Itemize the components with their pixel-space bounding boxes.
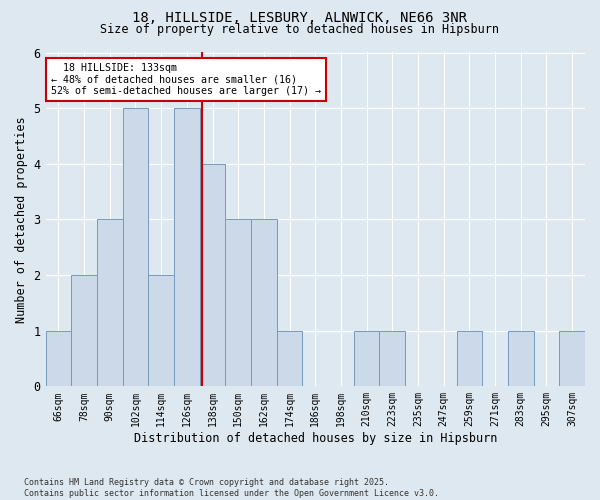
Bar [46, 330, 71, 386]
Bar [226, 220, 251, 386]
Text: Contains HM Land Registry data © Crown copyright and database right 2025.
Contai: Contains HM Land Registry data © Crown c… [24, 478, 439, 498]
Bar [122, 108, 148, 386]
Bar [277, 330, 302, 386]
Bar [71, 275, 97, 386]
Bar [559, 330, 585, 386]
Text: 18 HILLSIDE: 133sqm  
← 48% of detached houses are smaller (16)
52% of semi-deta: 18 HILLSIDE: 133sqm ← 48% of detached ho… [51, 62, 321, 96]
Text: 18, HILLSIDE, LESBURY, ALNWICK, NE66 3NR: 18, HILLSIDE, LESBURY, ALNWICK, NE66 3NR [133, 12, 467, 26]
Bar [508, 330, 533, 386]
Bar [148, 275, 174, 386]
Bar [97, 220, 122, 386]
Y-axis label: Number of detached properties: Number of detached properties [15, 116, 28, 322]
X-axis label: Distribution of detached houses by size in Hipsburn: Distribution of detached houses by size … [134, 432, 497, 445]
Bar [251, 220, 277, 386]
Bar [457, 330, 482, 386]
Bar [200, 164, 226, 386]
Text: Size of property relative to detached houses in Hipsburn: Size of property relative to detached ho… [101, 22, 499, 36]
Bar [354, 330, 379, 386]
Bar [379, 330, 405, 386]
Bar [174, 108, 200, 386]
